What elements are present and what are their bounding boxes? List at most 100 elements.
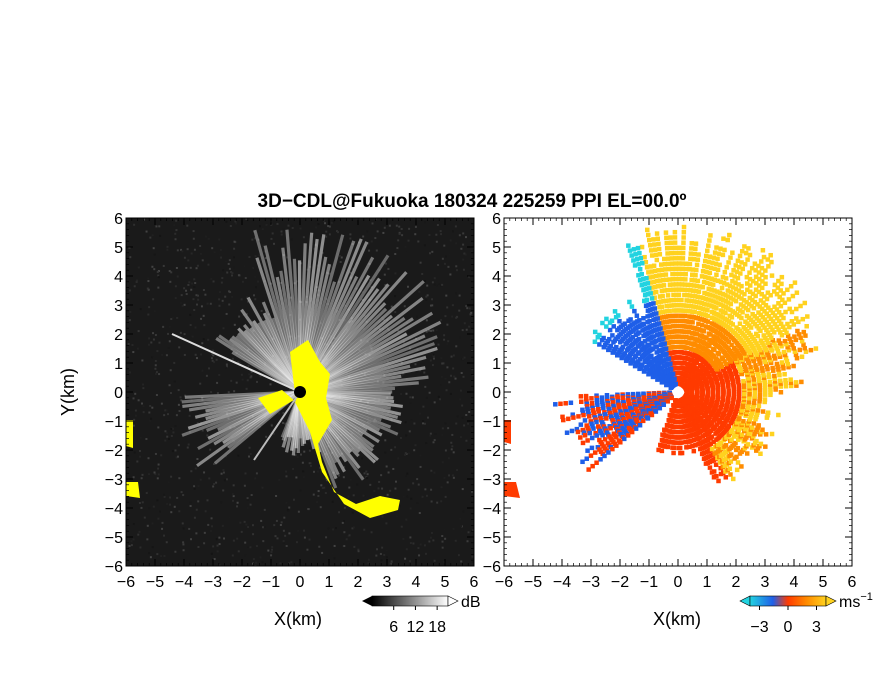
snr-noise-cell	[216, 381, 219, 384]
snr-noise-cell	[179, 331, 182, 334]
snr-noise-cell	[225, 478, 228, 481]
velocity-cell	[626, 399, 631, 404]
velocity-cell	[680, 250, 686, 256]
velocity-cell	[744, 299, 749, 305]
snr-noise-cell	[374, 218, 377, 221]
snr-y-tick-label: 6	[114, 211, 123, 228]
snr-noise-cell	[460, 560, 463, 563]
velocity-cell	[762, 357, 767, 362]
velocity-cell	[710, 293, 715, 298]
snr-noise-cell	[259, 556, 262, 559]
snr-noise-cell	[272, 242, 275, 245]
velocity-cell	[773, 381, 778, 387]
velocity-cell	[774, 361, 780, 367]
snr-noise-cell	[152, 298, 155, 301]
snr-noise-cell	[261, 561, 264, 564]
velocity-cell	[621, 436, 627, 442]
snr-noise-cell	[275, 494, 278, 497]
velocity-cell	[682, 287, 687, 293]
snr-noise-cell	[267, 549, 270, 552]
snr-noise-cell	[425, 442, 428, 445]
snr-noise-cell	[168, 384, 171, 387]
velocity-cell	[618, 440, 623, 445]
snr-noise-cell	[461, 488, 464, 491]
snr-noise-cell	[172, 431, 175, 434]
snr-noise-cell	[227, 262, 230, 265]
snr-noise-cell	[225, 365, 228, 368]
snr-noise-cell	[195, 532, 198, 535]
snr-noise-cell	[440, 233, 443, 236]
velocity-cell	[583, 393, 589, 399]
snr-noise-cell	[175, 266, 178, 269]
snr-noise-cell	[183, 256, 186, 259]
snr-noise-cell	[362, 235, 365, 238]
velocity-cell	[642, 359, 648, 364]
velocity-cell	[759, 366, 765, 371]
velocity-cell	[664, 240, 670, 246]
snr-noise-cell	[348, 534, 351, 537]
velocity-cell	[692, 278, 698, 283]
snr-noise-cell	[455, 345, 458, 348]
velocity-cell	[571, 415, 576, 420]
velocity-cell	[656, 299, 661, 305]
snr-noise-cell	[194, 326, 197, 329]
velocity-cell	[731, 267, 736, 273]
velocity-cell	[717, 371, 722, 377]
velocity-cell	[764, 415, 770, 420]
velocity-cell	[790, 293, 796, 299]
velocity-cell	[647, 243, 653, 248]
velocity-cell	[737, 264, 742, 270]
snr-noise-cell	[169, 503, 172, 506]
snr-noise-cell	[265, 512, 268, 515]
velocity-cell	[645, 314, 650, 319]
snr-noise-cell	[151, 234, 154, 237]
snr-noise-cell	[231, 357, 234, 360]
velocity-cell	[659, 267, 665, 273]
snr-noise-cell	[470, 311, 473, 314]
snr-noise-cell	[201, 429, 204, 432]
velocity-cell	[764, 327, 769, 333]
snr-noise-cell	[446, 366, 449, 369]
snr-noise-cell	[153, 471, 156, 474]
velocity-cell	[676, 271, 682, 277]
velocity-cell	[594, 433, 600, 438]
velocity-cell	[743, 250, 749, 256]
velocity-cell	[781, 291, 786, 296]
snr-noise-cell	[222, 327, 225, 330]
velocity-cell	[753, 281, 759, 286]
velocity-cell	[611, 324, 616, 329]
velocity-cell	[779, 281, 784, 287]
snr-noise-cell	[333, 557, 336, 560]
velocity-cell	[765, 340, 771, 346]
snr-noise-cell	[422, 405, 425, 408]
snr-noise-cell	[296, 280, 299, 283]
snr-noise-cell	[189, 313, 192, 316]
velocity-cell	[681, 240, 686, 245]
velocity-cell	[738, 302, 744, 307]
velocity-cell	[759, 429, 764, 435]
snr-noise-cell	[241, 280, 244, 283]
velocity-cell	[709, 315, 715, 321]
snr-noise-cell	[219, 249, 222, 252]
snr-noise-cell	[468, 307, 471, 310]
velocity-cell	[758, 361, 763, 366]
velocity-cell	[718, 404, 724, 410]
snr-noise-cell	[292, 498, 295, 501]
snr-noise-cell	[193, 278, 196, 281]
snr-noise-cell	[424, 385, 427, 388]
snr-noise-cell	[140, 506, 143, 509]
snr-noise-cell	[234, 335, 237, 338]
velocity-cell	[729, 437, 734, 442]
velocity-cell	[733, 440, 738, 446]
snr-noise-cell	[270, 551, 273, 554]
snr-noise-cell	[327, 225, 330, 228]
snr-noise-cell	[233, 323, 236, 326]
velocity-cell	[670, 277, 675, 282]
snr-noise-cell	[411, 396, 414, 399]
snr-noise-cell	[240, 530, 243, 533]
snr-noise-cell	[248, 455, 251, 458]
snr-noise-cell	[426, 416, 429, 419]
velocity-cell	[693, 337, 698, 342]
velocity-cell	[765, 290, 771, 295]
snr-noise-cell	[137, 399, 140, 402]
